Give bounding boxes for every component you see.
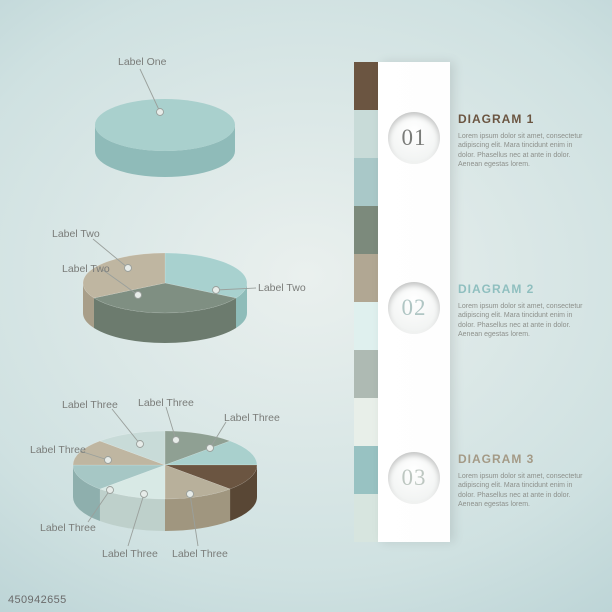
palette-swatch (354, 254, 378, 302)
palette-swatch (354, 302, 378, 350)
pie-label: Label Three (172, 548, 228, 560)
diagram-text-block: DIAGRAM 1 Lorem ipsum dolor sit amet, con… (458, 112, 586, 170)
pie-column: Label One Label Two Label Two Label Two Labe… (0, 0, 330, 612)
diagram-number: 02 (402, 295, 427, 321)
diagram-title: DIAGRAM 2 (458, 282, 586, 296)
diagram-text-block: DIAGRAM 3 Lorem ipsum dolor sit amet, con… (458, 452, 586, 510)
diagram-number-circle: 03 (388, 452, 440, 504)
pie-label: Label One (118, 56, 166, 68)
pies-svg (0, 0, 330, 612)
pie-label: Label Three (62, 399, 118, 411)
diagram-title: DIAGRAM 1 (458, 112, 586, 126)
diagram-body: Lorem ipsum dolor sit amet, consectetur … (458, 132, 586, 170)
palette-swatch (354, 398, 378, 446)
pie-label: Label Three (138, 397, 194, 409)
palette-strip (354, 62, 378, 542)
pie-label: Label Three (102, 548, 158, 560)
palette-swatch (354, 446, 378, 494)
palette-swatch (354, 206, 378, 254)
pie-label: Label Two (62, 263, 110, 275)
pie-label: Label Two (52, 228, 100, 240)
diagram-number-circle: 02 (388, 282, 440, 334)
diagram-title: DIAGRAM 3 (458, 452, 586, 466)
watermark-id: 450942655 (8, 594, 67, 606)
palette-swatch (354, 62, 378, 110)
diagram-body: Lorem ipsum dolor sit amet, consectetur … (458, 472, 586, 510)
diagram-body: Lorem ipsum dolor sit amet, consectetur … (458, 302, 586, 340)
palette-swatch (354, 494, 378, 542)
pie-label: Label Two (258, 282, 306, 294)
pie-label: Label Three (224, 412, 280, 424)
palette-swatch (354, 350, 378, 398)
infographic-canvas: Label One Label Two Label Two Label Two Labe… (0, 0, 612, 612)
side-panel: 01 02 03 DIAGRAM 1 Lorem ipsum dolor sit am… (354, 62, 586, 542)
diagram-number-circle: 01 (388, 112, 440, 164)
palette-swatch (354, 158, 378, 206)
diagram-text-block: DIAGRAM 2 Lorem ipsum dolor sit amet, con… (458, 282, 586, 340)
diagram-number: 03 (402, 465, 427, 491)
palette-swatch (354, 110, 378, 158)
pie-label: Label Three (30, 444, 86, 456)
diagram-number: 01 (402, 125, 427, 151)
pie-label: Label Three (40, 522, 96, 534)
